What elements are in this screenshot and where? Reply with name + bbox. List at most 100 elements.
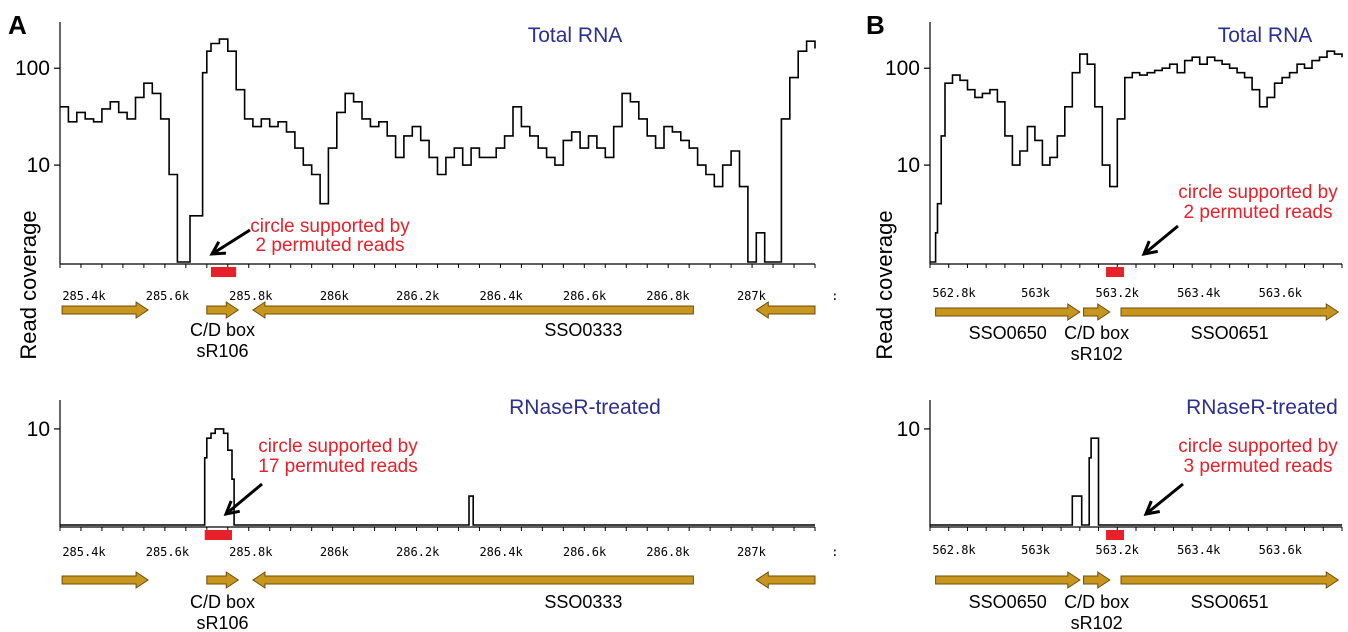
gene-arrow bbox=[206, 301, 240, 319]
gene-arrow bbox=[755, 301, 816, 319]
gene-arrow bbox=[61, 301, 149, 319]
x-tick-label: 286.6k bbox=[563, 545, 607, 559]
gene-arrow bbox=[1120, 303, 1340, 321]
x-tick-label: 562.8k bbox=[932, 543, 976, 557]
x-tick-label: 285.6k bbox=[146, 289, 190, 303]
circle-annotation-line: circle supported by bbox=[1178, 182, 1338, 203]
x-tick-label: 562.8k bbox=[932, 286, 976, 300]
circle-annotation-line: circle supported by bbox=[250, 216, 410, 237]
x-tick-label: 563k bbox=[1021, 543, 1051, 557]
x-tick-label: 286.2k bbox=[396, 545, 440, 559]
gene-label: SSO0650 bbox=[969, 592, 1047, 612]
y-axis-label-a: Read coverage bbox=[16, 210, 41, 359]
annotation-arrow-shaft bbox=[1143, 224, 1179, 256]
track-title: Total RNA bbox=[528, 24, 623, 47]
gene-label: sR102 bbox=[1071, 344, 1123, 364]
gene-label: SSO0333 bbox=[544, 320, 622, 340]
circle-marker bbox=[211, 267, 237, 277]
x-tick-label: 285.4k bbox=[62, 289, 106, 303]
gene-label: sR106 bbox=[197, 341, 249, 361]
gene-arrow bbox=[1120, 571, 1340, 589]
x-tick-label: 286k bbox=[320, 545, 350, 559]
x-tick-label: 563.2k bbox=[1095, 286, 1139, 300]
gene-arrow bbox=[1083, 571, 1111, 589]
panels: 10 100 Total RNA 285.4k 285.6k 285.8k 286k 286.… bbox=[15, 22, 1343, 632]
x-tick-label: 563.4k bbox=[1177, 543, 1221, 557]
gene-arrow bbox=[935, 303, 1081, 321]
circle-annotation-line: 3 permuted reads bbox=[1184, 456, 1333, 477]
gene-label: C/D box bbox=[190, 592, 255, 612]
x-tick-label: 286.4k bbox=[479, 545, 523, 559]
x-tick-label: 285.6k bbox=[146, 545, 190, 559]
gene-arrow bbox=[1083, 303, 1111, 321]
x-tick-label: 563.6k bbox=[1259, 286, 1303, 300]
x-tick-label: 287k bbox=[737, 289, 767, 303]
gene-arrow bbox=[252, 571, 694, 589]
y-tick-label: 10 bbox=[27, 154, 50, 177]
x-tick-label: 286.2k bbox=[396, 289, 440, 303]
panel-letter-a: A bbox=[8, 10, 27, 40]
y-tick-label: 10 bbox=[27, 418, 50, 441]
gene-label: SSO0651 bbox=[1191, 323, 1269, 343]
circle-annotation-line: circle supported by bbox=[258, 436, 418, 457]
gene-label: sR102 bbox=[1071, 613, 1123, 632]
annotation-arrow-head bbox=[223, 500, 241, 517]
coverage-line bbox=[930, 50, 1343, 263]
gene-label: C/D box bbox=[190, 320, 255, 340]
x-tick-label: 563.6k bbox=[1259, 543, 1303, 557]
y-axis-label-b: Read coverage bbox=[872, 210, 897, 359]
gene-arrow bbox=[206, 571, 240, 589]
x-tick-label: 286.8k bbox=[646, 289, 690, 303]
circle-annotation-line: 2 permuted reads bbox=[256, 235, 405, 256]
track-a-rnaser: 10 RNaseR-treated 285.4k 285.6k 285.8k 286k 28… bbox=[27, 396, 839, 632]
track-a-total: 10 100 Total RNA 285.4k 285.6k 285.8k 286k 286.… bbox=[15, 22, 838, 361]
gene-label: sR106 bbox=[197, 613, 249, 632]
circle-annotation-line: circle supported by bbox=[1178, 436, 1338, 457]
y-tick-label: 10 bbox=[897, 418, 920, 441]
annotation-arrow-shaft bbox=[1145, 482, 1184, 516]
annotation-arrow-shaft bbox=[225, 482, 263, 516]
track-title: Total RNA bbox=[1218, 24, 1313, 47]
x-tick-label: 286.8k bbox=[646, 545, 690, 559]
gene-arrow bbox=[755, 571, 816, 589]
track-title: RNaseR-treated bbox=[1186, 396, 1338, 419]
gene-arrow bbox=[935, 571, 1081, 589]
x-tick-label: 563.4k bbox=[1177, 286, 1221, 300]
coverage-line bbox=[60, 38, 816, 263]
gene-arrow bbox=[252, 301, 694, 319]
track-title: RNaseR-treated bbox=[509, 396, 661, 419]
gene-arrow bbox=[61, 571, 149, 589]
gene-label: SSO0333 bbox=[544, 592, 622, 612]
x-tick-label: : bbox=[831, 545, 838, 559]
x-tick-label: 563k bbox=[1021, 286, 1051, 300]
gene-label: C/D box bbox=[1064, 323, 1129, 343]
track-b-rnaser: 10 RNaseR-treated 562.8k 563k 563.2k 563.4k 56… bbox=[897, 396, 1343, 632]
y-tick-label: 100 bbox=[885, 57, 920, 80]
panel-letter-b: B bbox=[866, 10, 885, 40]
x-tick-label: 285.8k bbox=[229, 545, 273, 559]
annotation-arrow-head bbox=[1141, 240, 1159, 256]
gene-label: C/D box bbox=[1064, 592, 1129, 612]
x-tick-label: 285.8k bbox=[229, 289, 273, 303]
x-tick-label: : bbox=[831, 289, 838, 303]
x-tick-label: 287k bbox=[737, 545, 767, 559]
circle-annotation-line: 2 permuted reads bbox=[1184, 202, 1333, 223]
annotation-arrow-shaft bbox=[211, 228, 251, 256]
circle-marker bbox=[204, 530, 232, 540]
x-tick-label: 286.6k bbox=[563, 289, 607, 303]
x-tick-label: 286k bbox=[320, 289, 350, 303]
x-tick-label: 563.2k bbox=[1095, 543, 1139, 557]
circle-marker bbox=[1106, 267, 1125, 277]
x-tick-label: 286.4k bbox=[479, 289, 523, 303]
circle-annotation-line: 17 permuted reads bbox=[258, 456, 418, 477]
y-tick-label: 10 bbox=[897, 154, 920, 177]
y-tick-label: 100 bbox=[15, 57, 50, 80]
coverage-line bbox=[930, 437, 1342, 526]
circle-marker bbox=[1106, 530, 1125, 540]
gene-label: SSO0650 bbox=[969, 323, 1047, 343]
gene-label: SSO0651 bbox=[1191, 592, 1269, 612]
annotation-arrow-head bbox=[209, 241, 227, 256]
coverage-line bbox=[60, 428, 815, 526]
x-tick-label: 285.4k bbox=[62, 545, 106, 559]
